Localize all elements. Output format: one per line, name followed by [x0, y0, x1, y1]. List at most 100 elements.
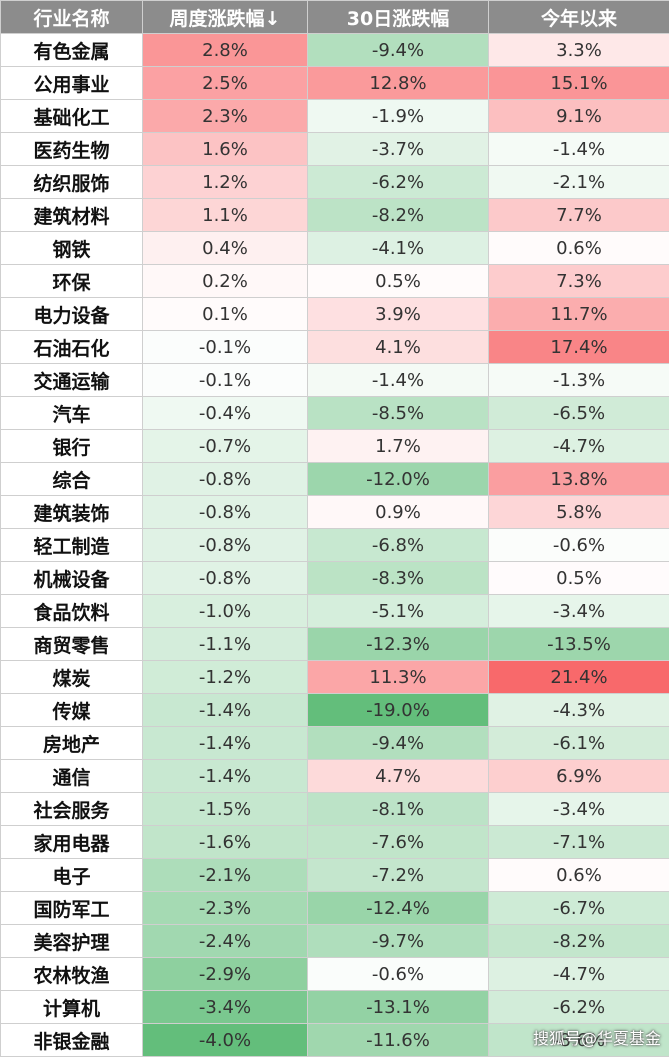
30day-change-cell: -1.4% — [307, 363, 489, 397]
table-row: 商贸零售 -1.1% -12.3% -13.5% — [0, 627, 669, 661]
ytd-change-cell: 7.3% — [488, 264, 669, 298]
weekly-change-cell: -2.1% — [142, 858, 308, 892]
industry-name-cell: 综合 — [0, 462, 143, 496]
industry-name-cell: 非银金融 — [0, 1023, 143, 1057]
30day-change-cell: -12.3% — [307, 627, 489, 661]
ytd-change-cell: 0.6% — [488, 231, 669, 265]
table-row: 基础化工 2.3% -1.9% 9.1% — [0, 99, 669, 133]
weekly-change-cell: -1.4% — [142, 759, 308, 793]
weekly-change-cell: 0.2% — [142, 264, 308, 298]
30day-change-cell: -8.1% — [307, 792, 489, 826]
weekly-change-cell: -0.4% — [142, 396, 308, 430]
industry-name-cell: 社会服务 — [0, 792, 143, 826]
industry-name-cell: 纺织服饰 — [0, 165, 143, 199]
30day-change-cell: -12.0% — [307, 462, 489, 496]
table-row: 医药生物 1.6% -3.7% -1.4% — [0, 132, 669, 166]
industry-name-cell: 石油石化 — [0, 330, 143, 364]
weekly-change-cell: -1.0% — [142, 594, 308, 628]
table-row: 家用电器 -1.6% -7.6% -7.1% — [0, 825, 669, 859]
ytd-change-cell: -6.5% — [488, 396, 669, 430]
industry-name-cell: 农林牧渔 — [0, 957, 143, 991]
weekly-change-cell: 0.1% — [142, 297, 308, 331]
30day-change-cell: -9.4% — [307, 33, 489, 67]
weekly-change-cell: -0.1% — [142, 330, 308, 364]
30day-change-cell: 4.1% — [307, 330, 489, 364]
30day-change-cell: 3.9% — [307, 297, 489, 331]
ytd-change-cell: -7.1% — [488, 825, 669, 859]
industry-name-cell: 房地产 — [0, 726, 143, 760]
30day-change-cell: -8.3% — [307, 561, 489, 595]
industry-name-cell: 传媒 — [0, 693, 143, 727]
30day-change-cell: -1.9% — [307, 99, 489, 133]
weekly-change-cell: -0.8% — [142, 462, 308, 496]
ytd-change-cell: -6.1% — [488, 726, 669, 760]
weekly-change-cell: 1.6% — [142, 132, 308, 166]
table-row: 电子 -2.1% -7.2% 0.6% — [0, 858, 669, 892]
table-row: 纺织服饰 1.2% -6.2% -2.1% — [0, 165, 669, 199]
table-row: 有色金属 2.8% -9.4% 3.3% — [0, 33, 669, 67]
weekly-change-cell: -0.7% — [142, 429, 308, 463]
table-row: 建筑材料 1.1% -8.2% 7.7% — [0, 198, 669, 232]
30day-change-cell: -6.2% — [307, 165, 489, 199]
weekly-change-cell: -2.9% — [142, 957, 308, 991]
industry-name-cell: 商贸零售 — [0, 627, 143, 661]
ytd-change-cell: 5.8% — [488, 495, 669, 529]
ytd-change-cell: -3.4% — [488, 792, 669, 826]
industry-name-cell: 基础化工 — [0, 99, 143, 133]
ytd-change-cell: -4.3% — [488, 693, 669, 727]
30day-change-cell: -4.1% — [307, 231, 489, 265]
table-row: 汽车 -0.4% -8.5% -6.5% — [0, 396, 669, 430]
industry-name-cell: 环保 — [0, 264, 143, 298]
30day-change-cell: 0.9% — [307, 495, 489, 529]
weekly-change-cell: -1.1% — [142, 627, 308, 661]
ytd-change-cell: -1.3% — [488, 363, 669, 397]
weekly-change-cell: -3.4% — [142, 990, 308, 1024]
table-row: 非银金融 -4.0% -11.6% -8.6% — [0, 1023, 669, 1057]
header-weekly-change[interactable]: 周度涨跌幅↓ — [142, 0, 308, 34]
header-ytd-change[interactable]: 今年以来 — [488, 0, 669, 34]
weekly-change-cell: -0.8% — [142, 495, 308, 529]
ytd-change-cell: -0.6% — [488, 528, 669, 562]
industry-name-cell: 家用电器 — [0, 825, 143, 859]
ytd-change-cell: 9.1% — [488, 99, 669, 133]
table-row: 环保 0.2% 0.5% 7.3% — [0, 264, 669, 298]
30day-change-cell: 1.7% — [307, 429, 489, 463]
header-30day-change[interactable]: 30日涨跌幅 — [307, 0, 489, 34]
weekly-change-cell: -1.2% — [142, 660, 308, 694]
30day-change-cell: -11.6% — [307, 1023, 489, 1057]
industry-name-cell: 轻工制造 — [0, 528, 143, 562]
ytd-change-cell: 17.4% — [488, 330, 669, 364]
industry-name-cell: 计算机 — [0, 990, 143, 1024]
industry-name-cell: 机械设备 — [0, 561, 143, 595]
table-row: 交通运输 -0.1% -1.4% -1.3% — [0, 363, 669, 397]
weekly-change-cell: -0.1% — [142, 363, 308, 397]
industry-name-cell: 公用事业 — [0, 66, 143, 100]
30day-change-cell: -3.7% — [307, 132, 489, 166]
30day-change-cell: 4.7% — [307, 759, 489, 793]
weekly-change-cell: -2.4% — [142, 924, 308, 958]
table-row: 计算机 -3.4% -13.1% -6.2% — [0, 990, 669, 1024]
30day-change-cell: -12.4% — [307, 891, 489, 925]
30day-change-cell: -8.2% — [307, 198, 489, 232]
table-row: 建筑装饰 -0.8% 0.9% 5.8% — [0, 495, 669, 529]
30day-change-cell: -19.0% — [307, 693, 489, 727]
table-row: 国防军工 -2.3% -12.4% -6.7% — [0, 891, 669, 925]
30day-change-cell: -0.6% — [307, 957, 489, 991]
30day-change-cell: -8.5% — [307, 396, 489, 430]
30day-change-cell: 12.8% — [307, 66, 489, 100]
ytd-change-cell: 11.7% — [488, 297, 669, 331]
table-row: 美容护理 -2.4% -9.7% -8.2% — [0, 924, 669, 958]
header-industry-name: 行业名称 — [0, 0, 143, 34]
industry-name-cell: 建筑装饰 — [0, 495, 143, 529]
ytd-change-cell: -3.4% — [488, 594, 669, 628]
industry-name-cell: 有色金属 — [0, 33, 143, 67]
ytd-change-cell: 0.6% — [488, 858, 669, 892]
industry-name-cell: 钢铁 — [0, 231, 143, 265]
ytd-change-cell: -1.4% — [488, 132, 669, 166]
weekly-change-cell: 2.5% — [142, 66, 308, 100]
industry-name-cell: 电子 — [0, 858, 143, 892]
industry-name-cell: 交通运输 — [0, 363, 143, 397]
weekly-change-cell: 1.1% — [142, 198, 308, 232]
table-row: 综合 -0.8% -12.0% 13.8% — [0, 462, 669, 496]
weekly-change-cell: 2.3% — [142, 99, 308, 133]
